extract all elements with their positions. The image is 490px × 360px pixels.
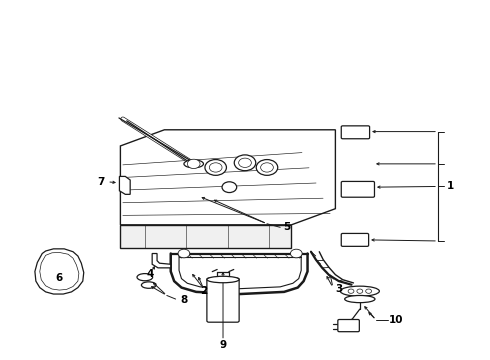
Text: 7: 7: [97, 177, 104, 187]
Text: 8: 8: [180, 295, 188, 305]
Polygon shape: [40, 252, 79, 290]
Ellipse shape: [340, 286, 379, 296]
Circle shape: [234, 155, 256, 171]
FancyBboxPatch shape: [338, 319, 359, 332]
FancyBboxPatch shape: [341, 233, 368, 246]
FancyBboxPatch shape: [341, 181, 374, 197]
Polygon shape: [35, 249, 84, 294]
Polygon shape: [152, 253, 171, 268]
Text: 5: 5: [283, 222, 290, 232]
Circle shape: [239, 158, 251, 167]
Text: 2: 2: [200, 286, 207, 296]
Polygon shape: [121, 225, 292, 248]
Circle shape: [178, 249, 190, 258]
Text: 9: 9: [220, 340, 226, 350]
Ellipse shape: [207, 276, 239, 283]
Text: 10: 10: [389, 315, 404, 325]
Circle shape: [187, 159, 200, 168]
Text: 1: 1: [446, 181, 454, 192]
Circle shape: [366, 289, 371, 293]
Text: 3: 3: [335, 284, 343, 294]
Circle shape: [261, 163, 273, 172]
Ellipse shape: [184, 160, 203, 168]
Ellipse shape: [344, 296, 375, 303]
Circle shape: [209, 163, 222, 172]
Ellipse shape: [142, 282, 156, 288]
Circle shape: [222, 182, 237, 193]
Text: 6: 6: [56, 273, 63, 283]
Ellipse shape: [137, 274, 153, 281]
Polygon shape: [120, 176, 130, 194]
Circle shape: [357, 289, 363, 293]
Polygon shape: [121, 130, 335, 225]
FancyBboxPatch shape: [341, 126, 369, 139]
Text: 4: 4: [146, 269, 153, 279]
FancyBboxPatch shape: [207, 278, 239, 322]
Circle shape: [256, 159, 278, 175]
Circle shape: [291, 249, 302, 258]
Circle shape: [205, 159, 226, 175]
Circle shape: [348, 289, 354, 293]
